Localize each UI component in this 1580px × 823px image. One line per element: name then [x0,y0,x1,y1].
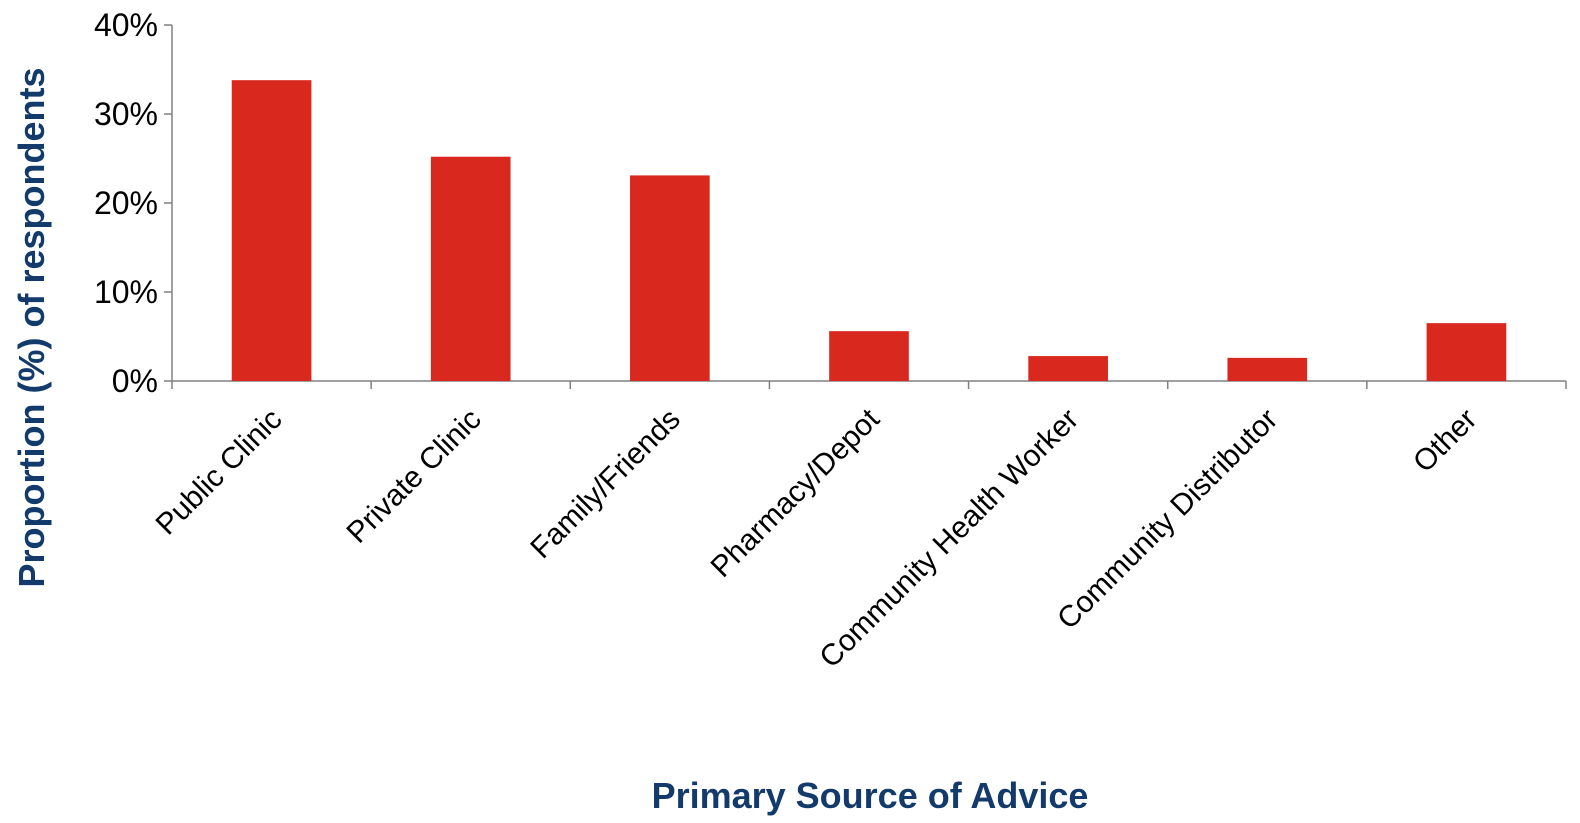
y-tick-label: 0% [112,363,158,399]
y-tick-label: 30% [94,96,158,132]
x-tick-label: Private Clinic [341,403,488,550]
y-axis: 0% 10% 20% 30% 40% [94,7,173,399]
category-labels: Public Clinic Private Clinic Family/Friend… [150,402,1484,674]
x-tick-label: Family/Friends [524,403,686,565]
bar [1426,323,1507,381]
x-tick-label: Community Distributor [1051,403,1284,636]
bar [1227,357,1308,381]
y-tick-label: 40% [94,7,158,43]
y-axis-title: Proportion (%) of respondents [11,68,52,588]
bar [829,331,909,381]
bar [630,175,710,381]
x-tick-label: Public Clinic [150,403,289,542]
bar [430,156,511,381]
x-axis-title: Primary Source of Advice [652,775,1089,816]
x-axis [171,380,1567,389]
x-tick-label: Pharmacy/Depot [705,402,887,584]
bar [1028,356,1108,381]
y-tick-label: 20% [94,185,158,221]
bars [231,80,1507,382]
x-tick-label: Other [1407,403,1483,479]
y-tick-label: 10% [94,274,158,310]
bar [231,80,312,382]
